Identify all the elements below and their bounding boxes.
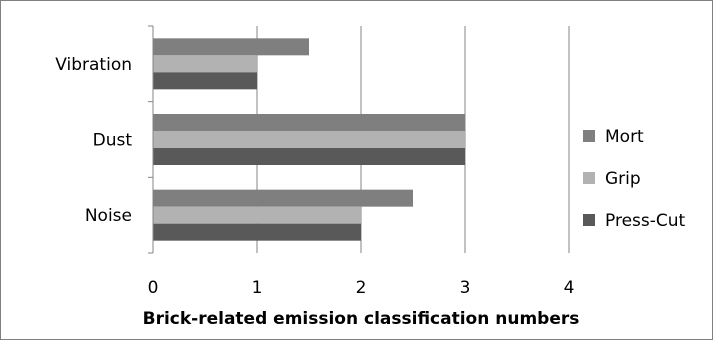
- bar-dust-grip: [153, 131, 465, 148]
- x-tick-label-3: 3: [460, 278, 471, 298]
- category-label-vibration: Vibration: [55, 55, 132, 75]
- x-axis-title: Brick-related emission classification nu…: [143, 309, 580, 329]
- bars: [153, 38, 465, 241]
- legend-label-grip: Grip: [605, 169, 641, 189]
- bar-dust-mort: [153, 114, 465, 131]
- x-tick-label-4: 4: [564, 278, 575, 298]
- legend-swatch-mort: [583, 130, 595, 142]
- category-label-dust: Dust: [93, 131, 133, 151]
- category-labels: Vibration Dust Noise: [55, 55, 132, 226]
- bar-vibration-mort: [153, 38, 309, 56]
- legend-swatch-press-cut: [583, 214, 595, 226]
- x-tick-label-1: 1: [252, 278, 263, 298]
- tick-labels: 0 1 2 3 4: [148, 278, 575, 298]
- bar-noise-press-cut: [153, 223, 361, 241]
- bar-noise-mort: [153, 189, 413, 207]
- bar-dust-press-cut: [153, 148, 465, 165]
- x-tick-label-2: 2: [356, 278, 367, 298]
- x-tick-label-0: 0: [148, 278, 159, 298]
- legend-label-press-cut: Press-Cut: [605, 211, 686, 231]
- legend: Mort Grip Press-Cut: [583, 127, 686, 231]
- bar-vibration-grip: [153, 55, 257, 73]
- legend-label-mort: Mort: [605, 127, 644, 147]
- axes: [148, 25, 154, 254]
- category-label-noise: Noise: [85, 206, 132, 226]
- legend-swatch-grip: [583, 172, 595, 184]
- bar-vibration-press-cut: [153, 72, 257, 90]
- bar-noise-grip: [153, 206, 361, 224]
